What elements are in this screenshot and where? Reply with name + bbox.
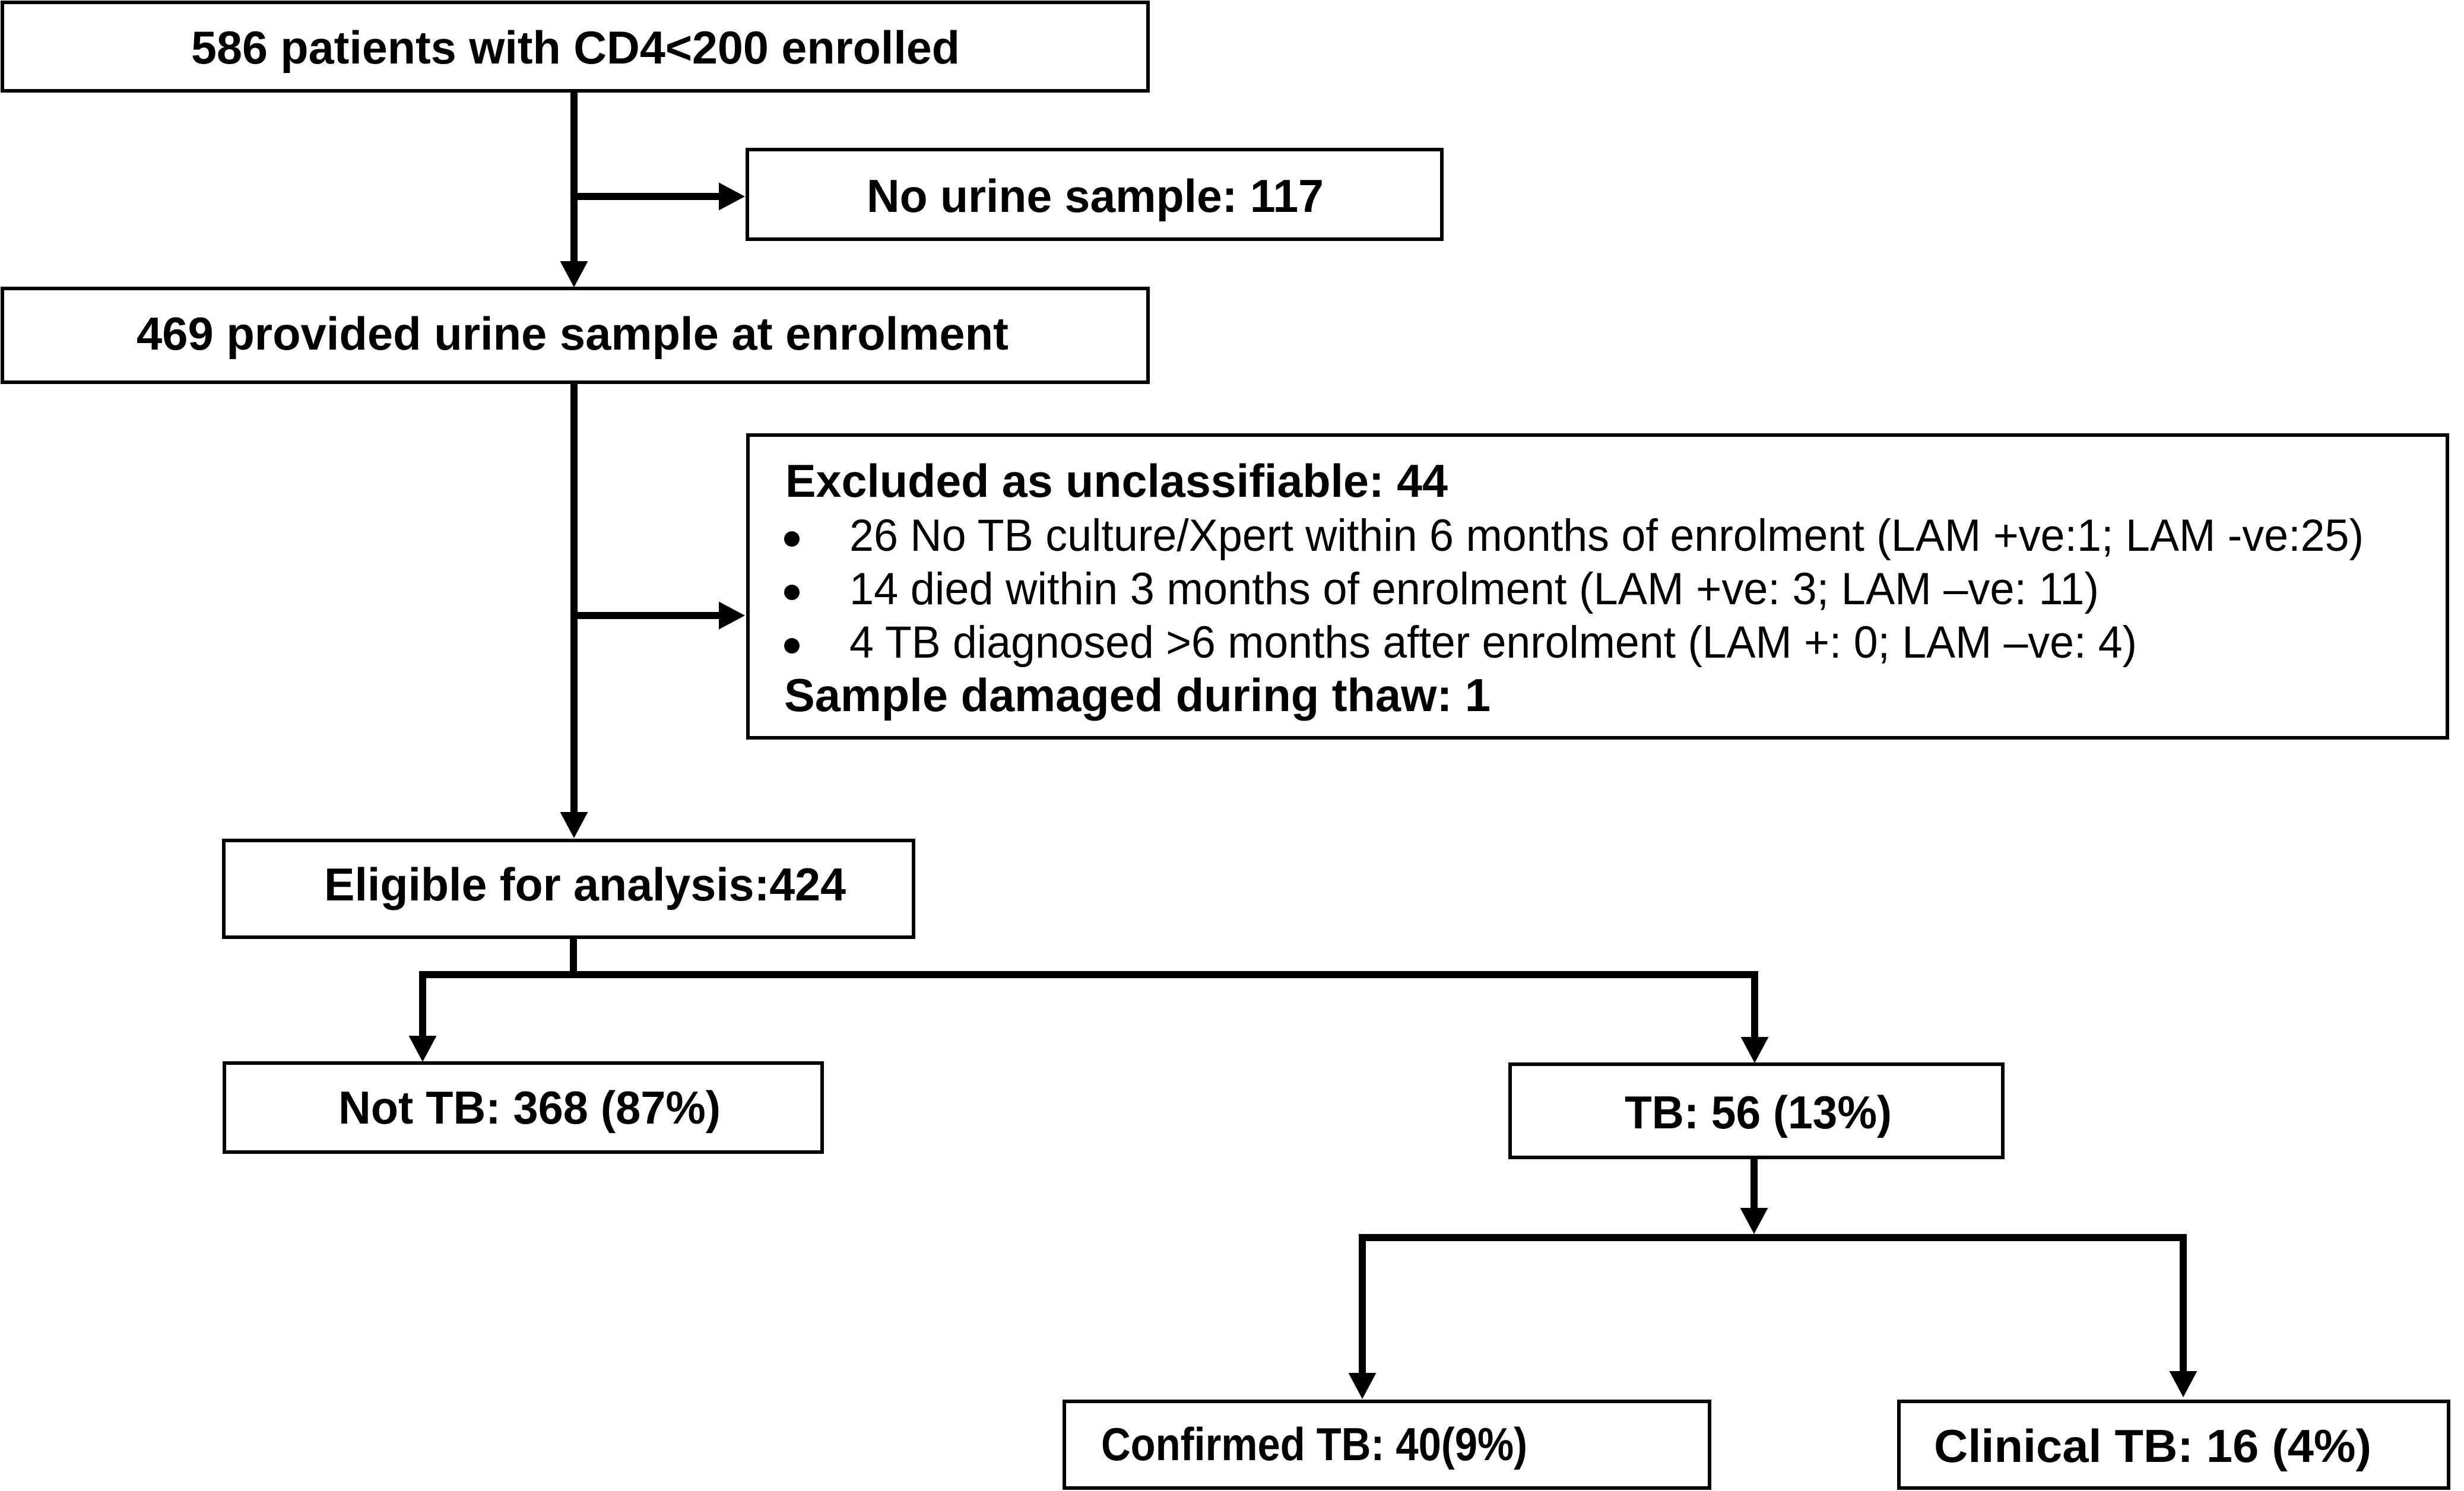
svg-text:Not TB: 368 (87%): Not TB: 368 (87%) — [338, 1081, 721, 1134]
svg-text:No urine sample: 117: No urine sample: 117 — [867, 170, 1324, 222]
svg-text:TB: 56 (13%): TB: 56 (13%) — [1625, 1086, 1892, 1138]
svg-text:586 patients with CD4<200 enro: 586 patients with CD4<200 enrolled — [191, 21, 960, 74]
svg-text:14 died within 3 months of enr: 14 died within 3 months of enrolment (LA… — [849, 564, 2099, 614]
svg-text:Eligible for analysis:424: Eligible for analysis:424 — [324, 858, 846, 911]
svg-text:Clinical TB: 16 (4%): Clinical TB: 16 (4%) — [1934, 1420, 2371, 1472]
svg-text:469 provided urine sample at e: 469 provided urine sample at enrolment — [137, 307, 1009, 360]
svg-text:Sample damaged during thaw: 1: Sample damaged during thaw: 1 — [784, 669, 1491, 721]
svg-text:4 TB diagnosed >6 months after: 4 TB diagnosed >6 months after enrolment… — [849, 617, 2137, 668]
svg-text:Confirmed TB: 40(9%): Confirmed TB: 40(9%) — [1101, 1418, 1527, 1470]
svg-text:Excluded as unclassifiable: 44: Excluded as unclassifiable: 44 — [785, 455, 1448, 507]
svg-text:26 No TB culture/Xpert within: 26 No TB culture/Xpert within 6 months o… — [849, 510, 2364, 561]
